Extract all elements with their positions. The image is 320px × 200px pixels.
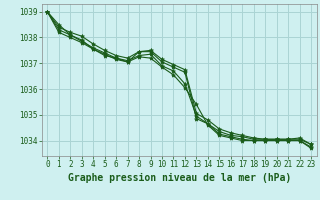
X-axis label: Graphe pression niveau de la mer (hPa): Graphe pression niveau de la mer (hPa)	[68, 173, 291, 183]
